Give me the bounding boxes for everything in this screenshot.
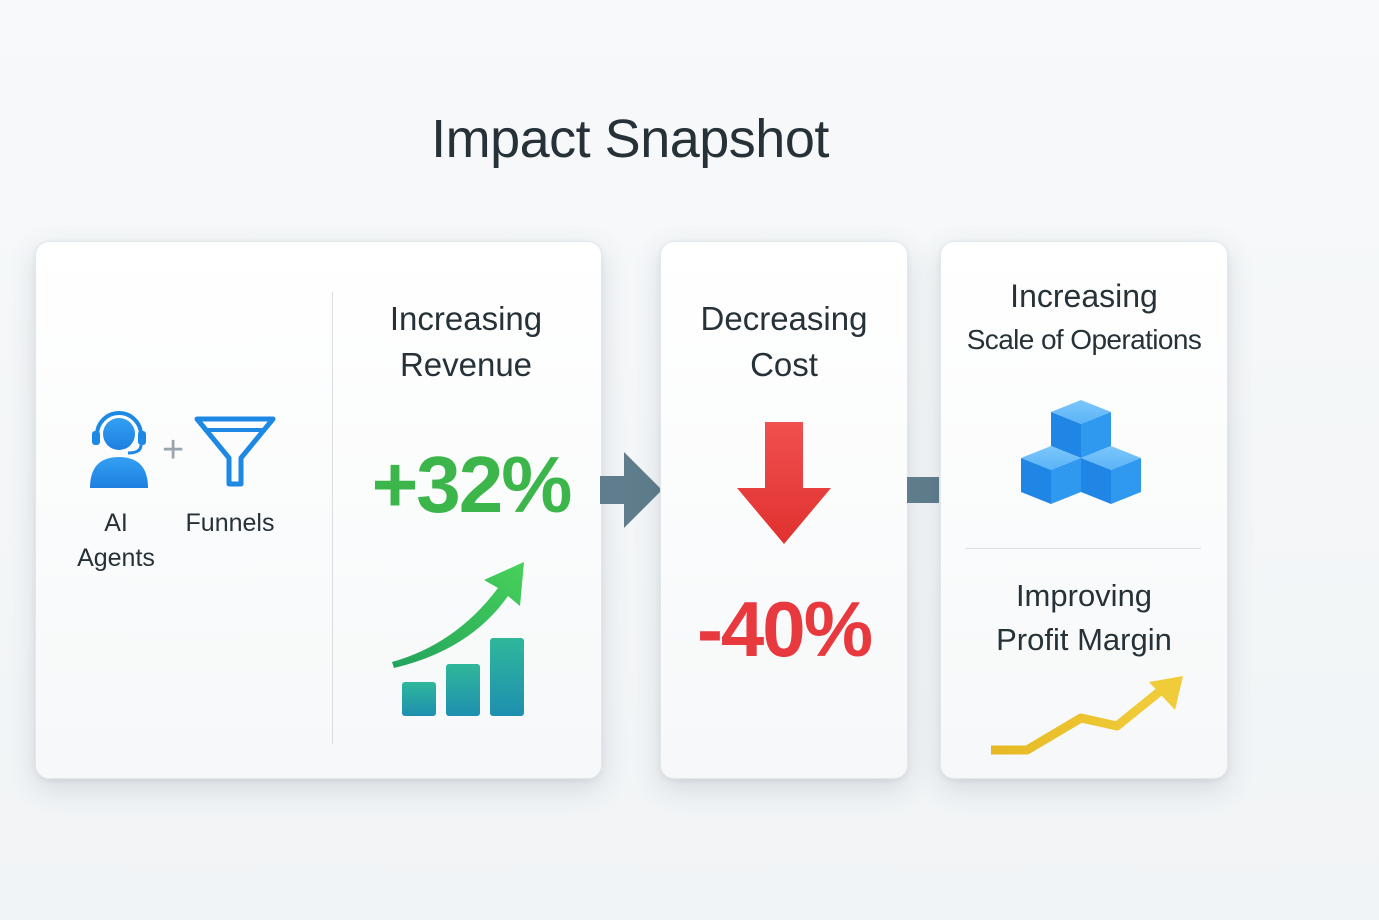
operations-card: Increasing Scale of Operations Improving…	[940, 241, 1228, 779]
cost-value: -40%	[696, 585, 873, 673]
plus-sign: +	[162, 429, 185, 471]
page-title: Impact Snapshot	[431, 109, 829, 169]
cost-heading-line1: Decreasing	[700, 300, 868, 337]
profit-heading-line1: Improving	[1015, 578, 1153, 613]
card-divider	[332, 292, 333, 744]
connector-arrow-icon	[600, 452, 662, 528]
cost-card: Decreasing Cost -40%	[660, 241, 908, 779]
revenue-heading-line2: Revenue	[399, 346, 533, 383]
cubes-icon	[1021, 400, 1141, 504]
card-divider	[965, 548, 1201, 549]
funnel-icon	[194, 416, 276, 487]
profit-heading: Improving Profit Margin	[941, 574, 1227, 662]
headset-agent-icon	[90, 411, 148, 488]
agents-label: AI Agents	[56, 506, 176, 576]
revenue-value: +32%	[371, 440, 573, 529]
agents-label-line2: Agents	[77, 544, 155, 572]
scale-heading-line1: Increasing	[1010, 278, 1158, 314]
revenue-heading: Increasing Revenue	[346, 296, 586, 388]
connector-bar	[907, 477, 939, 503]
down-arrow-icon	[737, 422, 831, 544]
profit-trend-icon	[991, 676, 1183, 755]
profit-heading-line2: Profit Margin	[996, 622, 1172, 657]
cost-heading: Decreasing Cost	[661, 296, 907, 388]
growth-chart-icon	[392, 562, 524, 716]
funnels-label: Funnels	[185, 509, 275, 537]
revenue-card: + AI Agents Funnels Increasing Revenue +…	[35, 241, 602, 779]
cost-heading-line2: Cost	[750, 346, 818, 383]
agents-label-line1: AI	[104, 509, 128, 537]
revenue-heading-line1: Increasing	[389, 300, 543, 337]
scale-heading-line2: Scale of Operations	[966, 324, 1202, 355]
scale-heading: Increasing Scale of Operations	[941, 274, 1227, 362]
